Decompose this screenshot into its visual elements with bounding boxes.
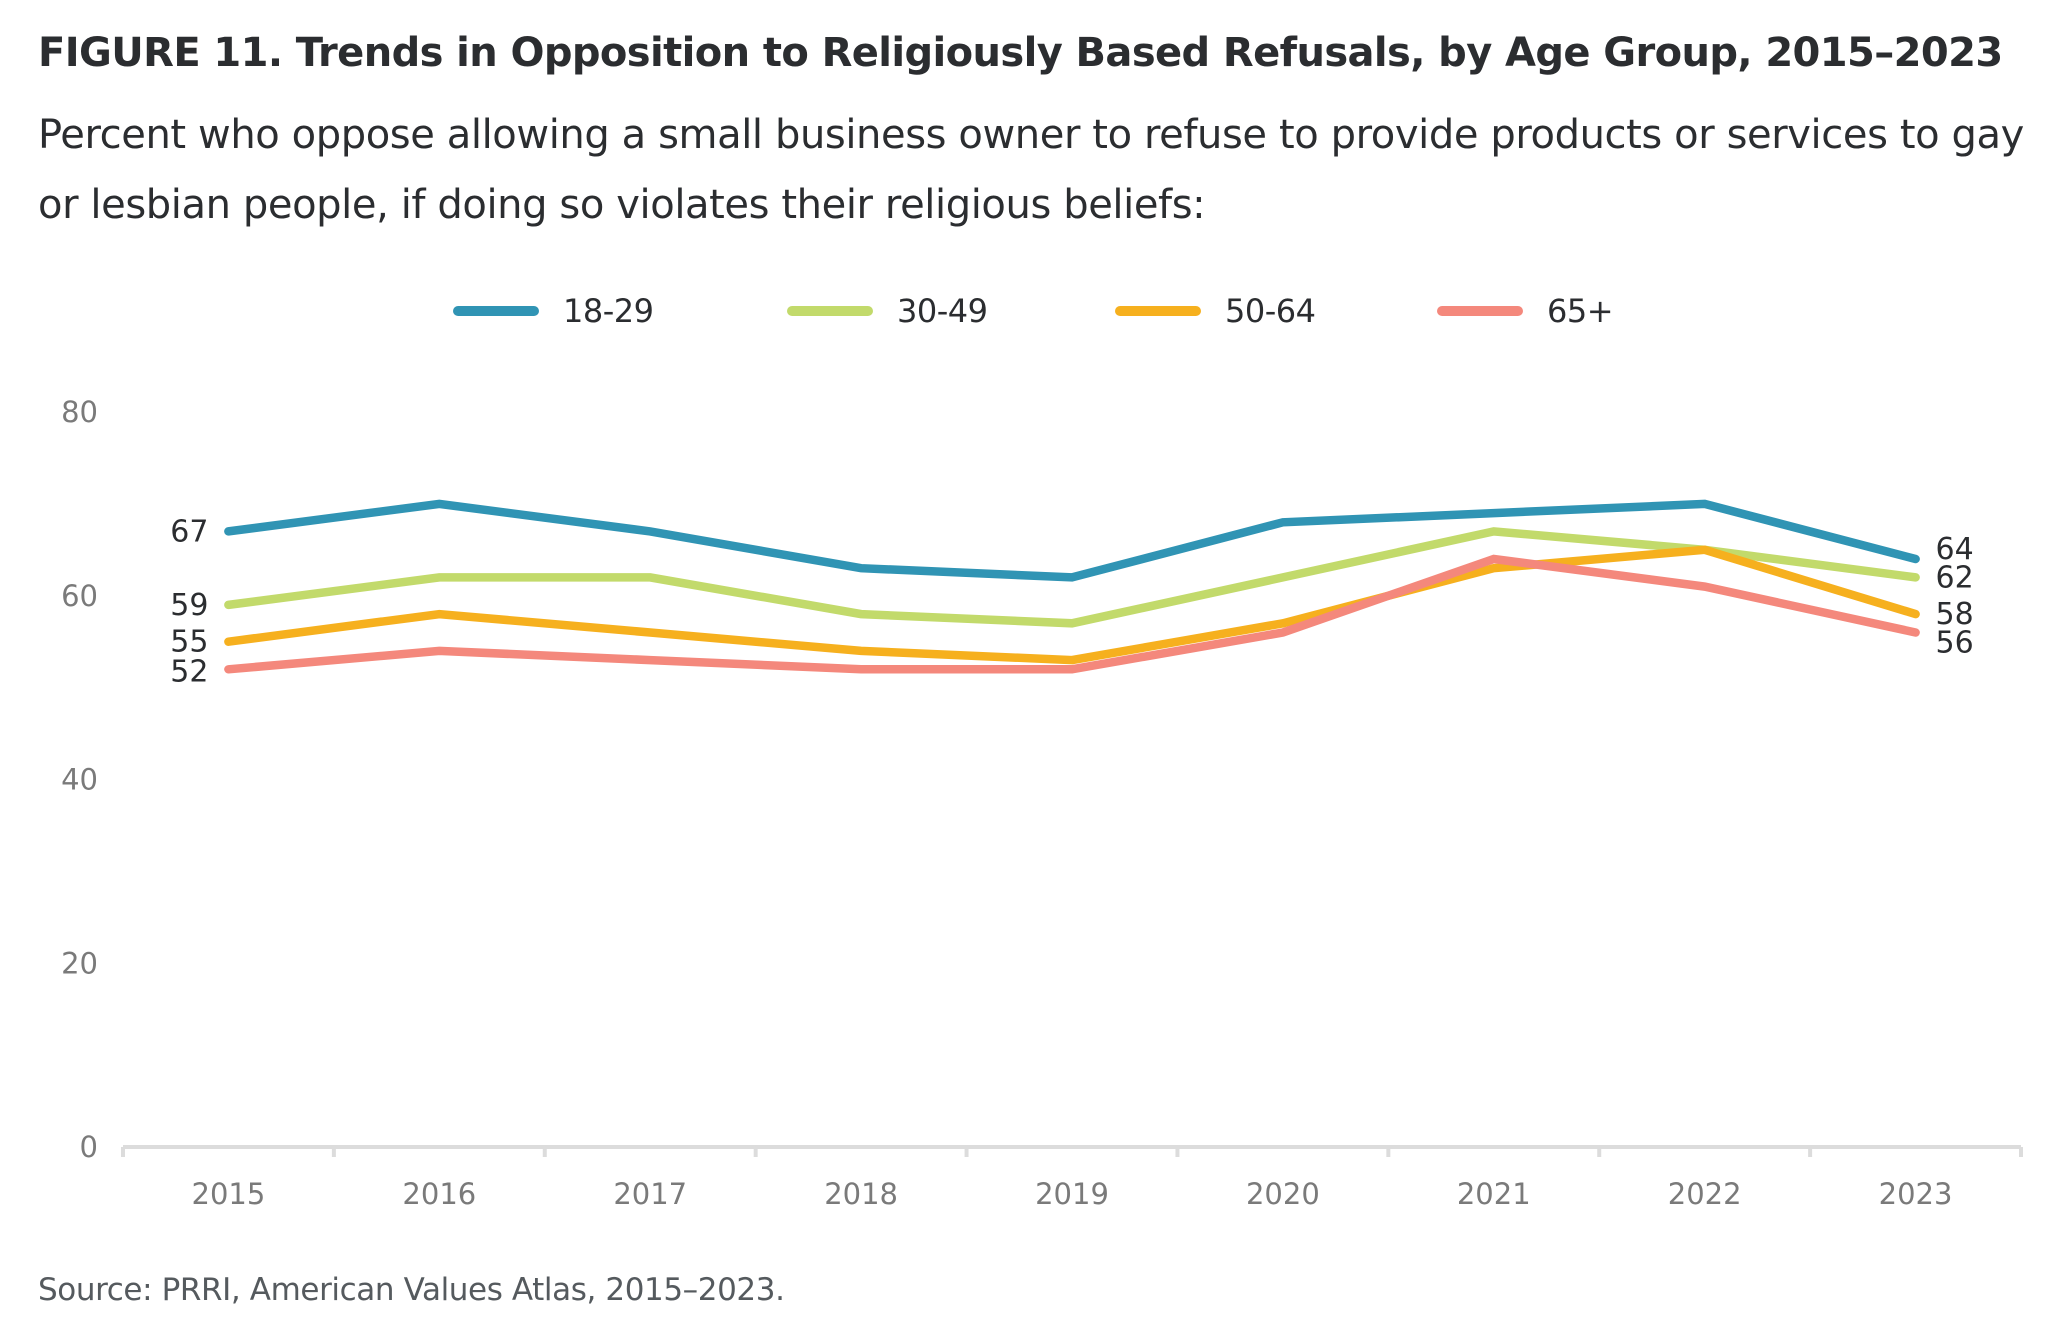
- legend-swatch-30-49: [787, 306, 873, 316]
- end-value-label: 64: [1936, 532, 1974, 567]
- y-tick-label: 40: [61, 763, 98, 797]
- legend-swatch-18-29: [453, 306, 539, 316]
- legend-swatch-50-64: [1115, 306, 1201, 316]
- y-tick-label: 80: [61, 395, 98, 429]
- x-tick-label: 2022: [1668, 1177, 1742, 1211]
- legend-swatch-65-plus: [1437, 306, 1523, 316]
- series-line-50-64: [224, 545, 1920, 665]
- x-axis: 2015 2016 2017 2018 2019 2020 2021 2022 2023: [121, 1145, 2023, 1211]
- series-lines: [224, 499, 1920, 674]
- x-tick-label: 2023: [1879, 1177, 1953, 1211]
- x-tick-label: 2015: [192, 1177, 266, 1211]
- y-tick-label: 0: [80, 1130, 98, 1164]
- source-note: Source: PRRI, American Values Atlas, 201…: [38, 1272, 785, 1308]
- legend-item-65-plus[interactable]: 65+: [1437, 288, 1614, 334]
- start-value-label: 59: [170, 588, 208, 623]
- legend-item-30-49[interactable]: 30-49: [787, 288, 988, 334]
- legend-label: 50-64: [1225, 292, 1316, 330]
- series-line-18-29: [224, 499, 1920, 582]
- end-value-label: 58: [1936, 597, 1974, 632]
- legend-item-50-64[interactable]: 50-64: [1115, 288, 1316, 334]
- start-value-label: 67: [170, 514, 208, 549]
- x-tick-label: 2021: [1457, 1177, 1531, 1211]
- x-tick-label: 2016: [402, 1177, 476, 1211]
- legend: 18-29 30-49 50-64 65+: [0, 288, 2064, 334]
- x-tick-label: 2020: [1246, 1177, 1320, 1211]
- y-axis: 0 20 40 60 80: [61, 395, 98, 1164]
- start-value-label: 52: [170, 654, 208, 689]
- legend-label: 30-49: [897, 292, 988, 330]
- chart-subtitle: Percent who oppose allowing a small busi…: [38, 112, 2024, 228]
- legend-label: 65+: [1547, 292, 1614, 330]
- y-tick-label: 20: [61, 946, 98, 980]
- chart-title: FIGURE 11. Trends in Opposition to Relig…: [38, 30, 2003, 76]
- x-tick-label: 2019: [1035, 1177, 1109, 1211]
- end-value-label: 62: [1936, 560, 1974, 595]
- x-tick-label: 2017: [613, 1177, 687, 1211]
- x-tick-label: 2018: [824, 1177, 898, 1211]
- end-value-label: 56: [1936, 626, 1974, 661]
- start-value-label: 55: [170, 625, 208, 660]
- legend-label: 18-29: [563, 292, 654, 330]
- legend-item-18-29[interactable]: 18-29: [453, 288, 654, 334]
- y-tick-label: 60: [61, 579, 98, 613]
